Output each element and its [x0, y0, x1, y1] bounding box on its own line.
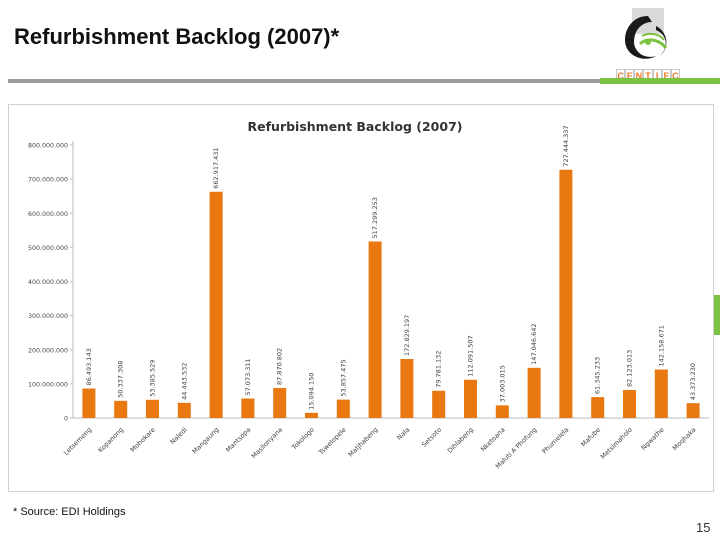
bar — [559, 169, 573, 418]
bar-value-label: 50.337.308 — [117, 361, 125, 398]
x-tick-label: Nala — [395, 426, 411, 442]
bar — [273, 388, 287, 418]
title-divider-accent — [600, 78, 720, 84]
y-tick-label: 400.000.000 — [28, 279, 68, 286]
x-tick-label: Metsimaholo — [599, 426, 634, 461]
bar — [82, 388, 96, 418]
x-tick-label: Mafube — [579, 426, 602, 449]
side-accent-strip — [712, 295, 720, 335]
y-tick-label: 0 — [64, 416, 68, 423]
bar — [686, 403, 700, 418]
centific-logo-icon — [624, 8, 668, 59]
bar-value-label: 61.345.233 — [594, 357, 602, 394]
y-tick-label: 200.000.000 — [28, 347, 68, 354]
bar — [495, 405, 509, 418]
bar — [336, 399, 350, 418]
x-tick-label: Naledi — [168, 426, 188, 446]
bar-value-label: 79.781.132 — [435, 351, 443, 388]
slide-title: Refurbishment Backlog (2007)* — [14, 24, 340, 49]
y-tick-label: 600.000.000 — [28, 211, 68, 218]
bar — [654, 369, 668, 418]
x-tick-label: Mantsopa — [224, 426, 252, 454]
bar — [400, 359, 414, 418]
x-tick-label: Phumelela — [541, 426, 571, 456]
logo-wordmark: C E N T I F C — [616, 69, 680, 83]
bar — [527, 367, 541, 418]
bar-value-label: 53.385.529 — [149, 360, 157, 397]
bar — [209, 191, 223, 418]
y-tick-label: 700.000.000 — [28, 177, 68, 184]
bar — [177, 402, 191, 418]
title-divider — [8, 79, 608, 83]
x-tick-label: Moqhaka — [671, 426, 697, 452]
x-axis-labels: Letsemeng Kopanong Mohokare Naledi Mangaung M… — [62, 426, 697, 471]
bar — [464, 379, 477, 418]
x-tick-label: Dihlabeng — [446, 426, 475, 455]
bar-value-label: 517.299.253 — [371, 197, 379, 238]
bar-value-label: 15.094.150 — [308, 373, 316, 410]
y-tick-label: 800.000.000 — [28, 143, 68, 150]
bars — [82, 169, 700, 418]
x-tick-label: Tswelopele — [316, 426, 347, 457]
x-tick-label: Setsoto — [420, 426, 443, 449]
bar-value-label: 57.073.311 — [244, 358, 252, 395]
x-tick-label: Letsemeng — [62, 426, 93, 457]
x-tick-label: Nketoana — [479, 426, 507, 454]
bar — [305, 412, 318, 418]
y-axis: 0 100.000.000 200.000.000 300.000.000 400.00… — [28, 141, 709, 423]
bar — [146, 399, 159, 418]
bar — [114, 400, 128, 418]
bar-value-label: 87.870.802 — [276, 348, 284, 385]
bar-value-label: 44.443.532 — [180, 363, 188, 400]
bar-value-label: 43.373.230 — [689, 363, 697, 400]
x-tick-label: Mangaung — [191, 426, 221, 456]
bar-value-label: 172.829.197 — [403, 315, 411, 356]
bar-value-label: 147.046.642 — [530, 323, 538, 364]
bar — [623, 389, 636, 418]
y-tick-label: 500.000.000 — [28, 245, 68, 252]
bar-value-label: 53.857.475 — [339, 359, 347, 396]
bar-value-label: 86.493.143 — [85, 348, 93, 385]
bar — [432, 390, 446, 418]
page-number: 15 — [696, 520, 711, 535]
x-tick-label: Matjhabeng — [347, 426, 380, 459]
x-tick-label: Kopanong — [97, 426, 126, 455]
x-tick-label: Ngwathe — [640, 426, 666, 452]
bar-value-label: 37.003.015 — [498, 365, 506, 402]
bar-value-label: 727.444.337 — [562, 125, 570, 166]
bar-value-label: 112.091.507 — [467, 335, 475, 376]
value-labels: 86.493.143 50.337.308 53.385.529 44.443.532… — [85, 125, 697, 409]
bar — [591, 397, 605, 418]
bar — [241, 398, 255, 418]
y-tick-label: 300.000.000 — [28, 313, 68, 320]
chart-title: Refurbishment Backlog (2007) — [248, 119, 463, 134]
x-tick-label: Masilonyana — [250, 426, 284, 460]
bar — [368, 241, 382, 418]
bar-chart: Refurbishment Backlog (2007) 0 100.000.00… — [28, 119, 709, 471]
x-tick-label: Mohokare — [129, 426, 157, 454]
bar-value-label: 82.123.013 — [626, 350, 634, 387]
chart-frame: Refurbishment Backlog (2007) 0 100.000.00… — [8, 104, 714, 492]
source-note: * Source: EDI Holdings — [13, 506, 126, 518]
bar-value-label: 662.917.431 — [212, 147, 220, 188]
y-tick-label: 100.000.000 — [28, 381, 68, 388]
x-tick-label: Tokologo — [290, 426, 316, 452]
bar-value-label: 142.158.671 — [657, 325, 665, 366]
